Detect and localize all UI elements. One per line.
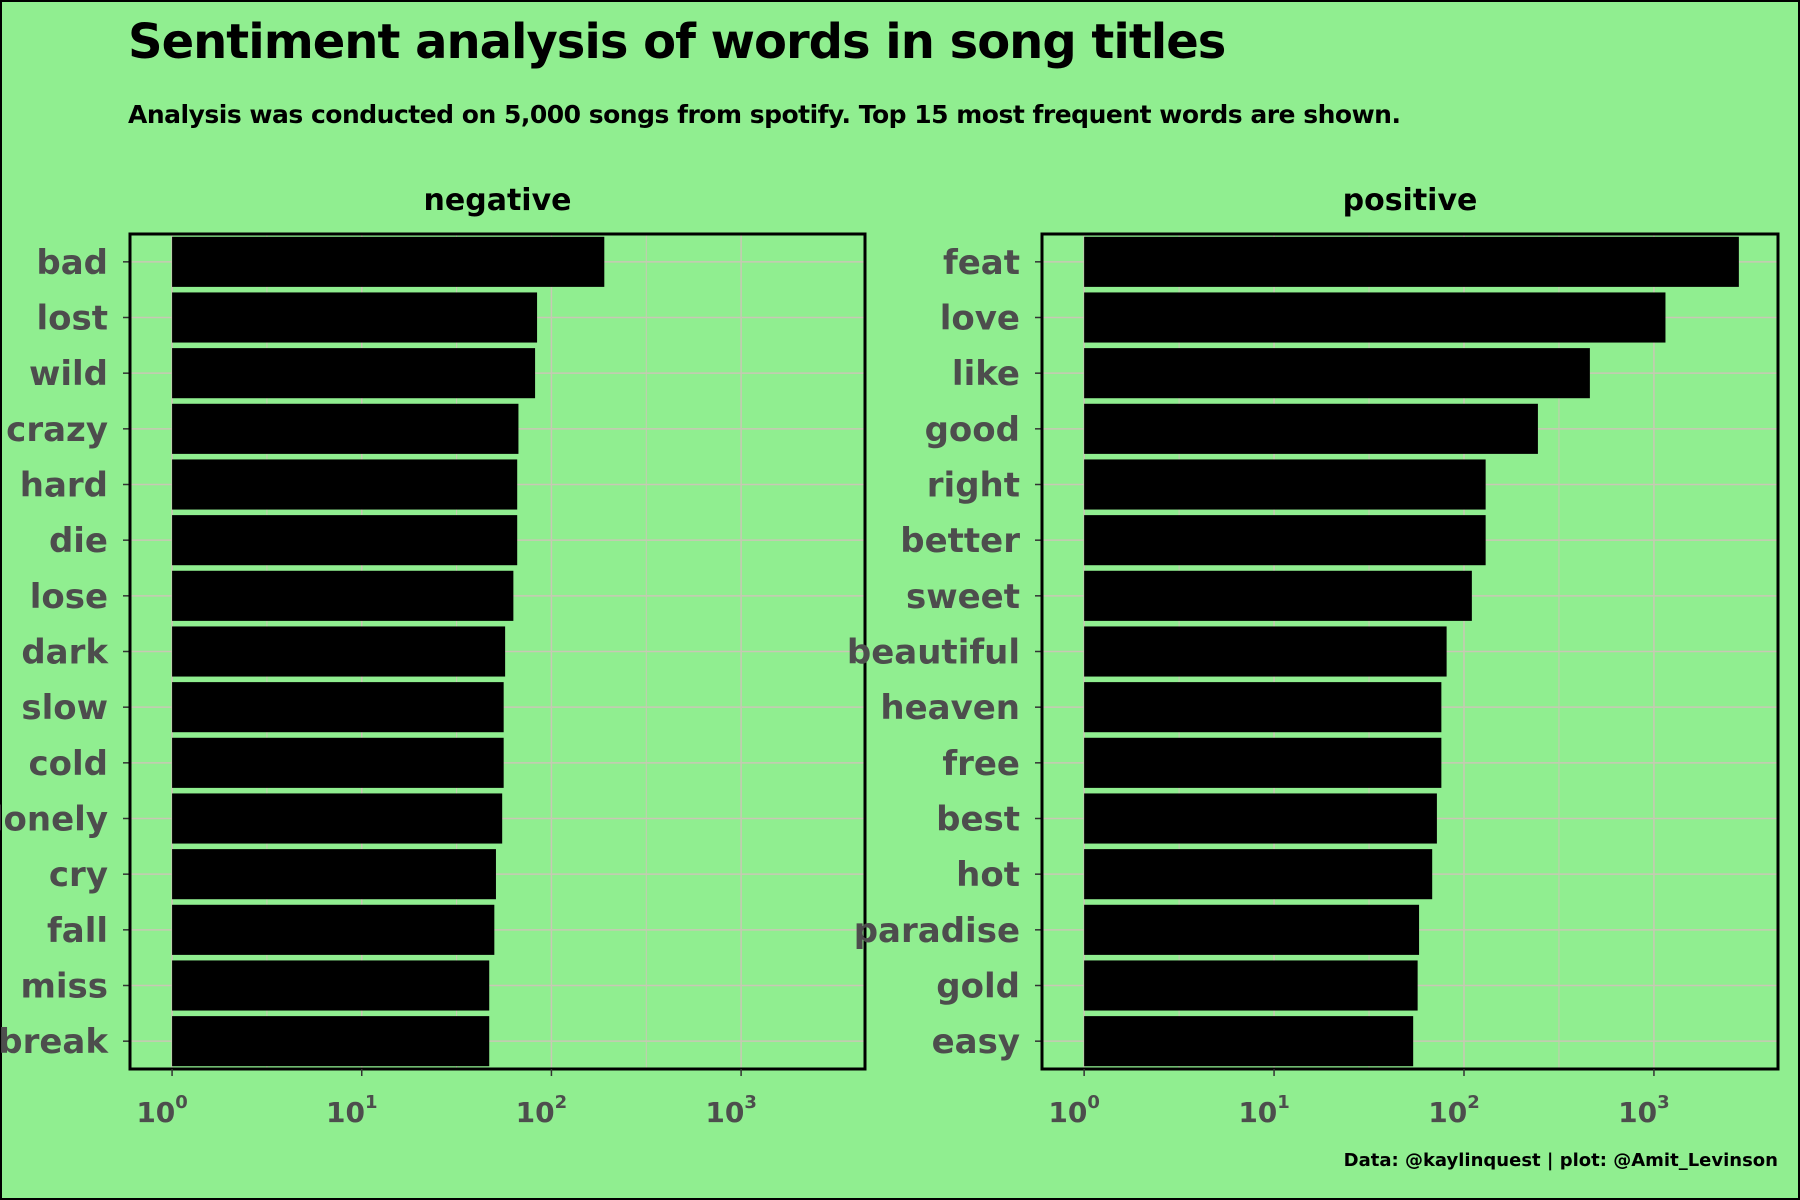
category-label: heaven	[880, 688, 1020, 728]
category-label: sweet	[906, 577, 1020, 617]
category-label: love	[940, 299, 1020, 339]
bar-beautiful	[1084, 626, 1447, 677]
bar-heaven	[1084, 682, 1442, 733]
category-label: right	[927, 466, 1020, 506]
bar-right	[1084, 459, 1486, 510]
bar-sweet	[1084, 570, 1472, 621]
bar-feat	[1084, 236, 1739, 287]
bar-hard	[172, 459, 518, 510]
bar-better	[1084, 515, 1486, 566]
category-label: lonely	[0, 800, 108, 840]
chart-caption: Data: @kaylinquest | plot: @Amit_Levinso…	[1343, 1150, 1778, 1171]
panel-title-positive: positive	[1343, 183, 1478, 218]
bar-dark	[172, 626, 506, 677]
category-label: gold	[936, 967, 1020, 1007]
panel-positive: positive feat love like good right better sweet…	[847, 183, 1780, 1129]
category-label: feat	[943, 243, 1020, 283]
category-label: free	[942, 744, 1020, 784]
bar-paradise	[1084, 904, 1420, 955]
category-label: bad	[36, 243, 108, 283]
bar-crazy	[172, 403, 519, 454]
category-label: dark	[21, 633, 109, 673]
panel-title-negative: negative	[424, 183, 572, 218]
category-label: die	[49, 521, 108, 561]
category-label: cold	[28, 744, 108, 784]
category-label: lost	[36, 299, 108, 339]
x-tick-label: 101	[1238, 1092, 1290, 1129]
x-tick-label: 101	[326, 1092, 378, 1129]
category-label: paradise	[854, 911, 1020, 951]
category-label: slow	[21, 688, 108, 728]
category-label: cry	[49, 855, 108, 895]
bar-wild	[172, 348, 536, 399]
bar-free	[1084, 737, 1442, 788]
category-label: wild	[29, 354, 108, 394]
panel-border	[1040, 232, 1780, 1071]
category-label: like	[952, 354, 1020, 394]
category-label: fall	[47, 911, 108, 951]
category-label: miss	[20, 967, 108, 1007]
x-tick-label: 100	[136, 1092, 188, 1129]
chart-title: Sentiment analysis of words in song titl…	[128, 14, 1226, 70]
category-label: lose	[30, 577, 108, 617]
bar-bad	[172, 236, 605, 287]
category-label: easy	[932, 1022, 1020, 1062]
chart-subtitle: Analysis was conducted on 5,000 songs fr…	[128, 100, 1401, 129]
bar-lost	[172, 292, 538, 343]
category-label: good	[925, 410, 1020, 450]
category-label: best	[936, 800, 1020, 840]
bar-cry	[172, 849, 496, 900]
category-label: break	[0, 1022, 109, 1062]
bar-best	[1084, 793, 1437, 844]
x-tick-label: 100	[1048, 1092, 1100, 1129]
bar-good	[1084, 403, 1538, 454]
x-tick-label: 102	[516, 1092, 568, 1129]
bar-die	[172, 515, 518, 566]
bar-easy	[1084, 1016, 1414, 1067]
category-label: hot	[956, 855, 1020, 895]
panel-negative: negative bad lost wild crazy hard die lose dark s…	[0, 183, 867, 1129]
category-label: hard	[20, 466, 108, 506]
bar-fall	[172, 904, 495, 955]
panel-border	[128, 232, 867, 1071]
bar-miss	[172, 960, 490, 1011]
bar-love	[1084, 292, 1666, 343]
bar-slow	[172, 682, 504, 733]
bar-cold	[172, 737, 504, 788]
bar-lose	[172, 570, 514, 621]
bar-gold	[1084, 960, 1418, 1011]
category-label: crazy	[6, 410, 108, 450]
bar-like	[1084, 348, 1590, 399]
x-tick-label: 103	[705, 1092, 757, 1129]
category-label: beautiful	[847, 633, 1020, 673]
x-tick-label: 103	[1618, 1092, 1670, 1129]
bar-break	[172, 1016, 490, 1067]
x-tick-label: 102	[1428, 1092, 1480, 1129]
category-label: better	[900, 521, 1020, 561]
bar-hot	[1084, 849, 1433, 900]
bar-lonely	[172, 793, 503, 844]
